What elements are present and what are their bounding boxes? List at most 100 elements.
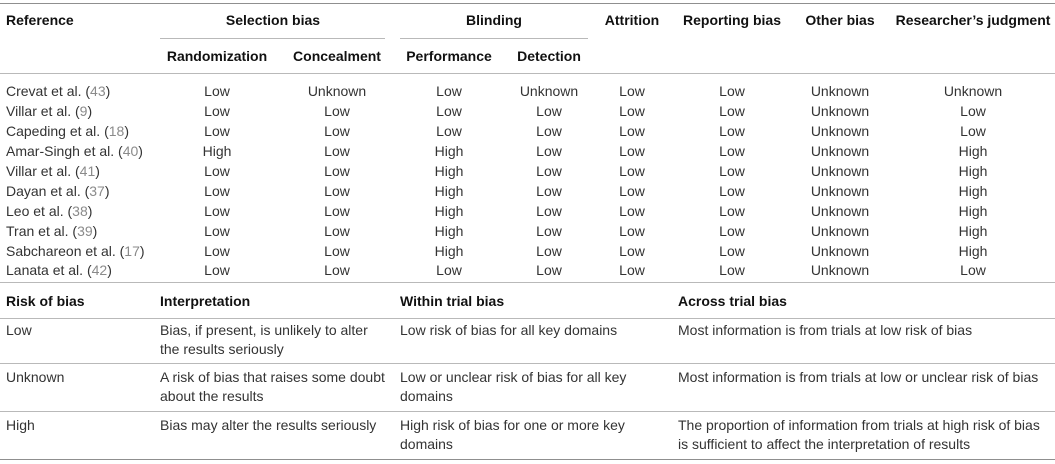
other-bias-value: Unknown <box>810 103 870 119</box>
other-bias-value: Unknown <box>810 83 870 99</box>
reference-number-link[interactable]: 42 <box>91 262 108 278</box>
reporting-bias-value: Low <box>719 223 745 239</box>
legend-risk: Unknown <box>6 369 65 385</box>
legend-interpretation: A risk of bias that raises some doubt ab… <box>160 369 385 404</box>
randomization-value: Low <box>204 83 230 99</box>
other-bias-value: Unknown <box>810 163 870 179</box>
randomization-value: Low <box>204 103 230 119</box>
reference-cell: Capeding et al. (18) <box>6 123 129 139</box>
reference-close: ) <box>139 243 145 259</box>
detection-value: Low <box>536 243 562 259</box>
header-blinding: Blinding <box>466 12 522 28</box>
legend-risk: Low <box>6 322 32 338</box>
header-selection-bias: Selection bias <box>225 12 321 28</box>
performance-value: High <box>434 163 464 179</box>
subheader-randomization: Randomization <box>166 48 268 64</box>
header-other-bias: Other bias <box>805 12 875 28</box>
reporting-bias-value: Low <box>719 103 745 119</box>
randomization-value: Low <box>204 243 230 259</box>
reference-close: ) <box>87 103 93 119</box>
reference-close: ) <box>105 83 111 99</box>
legend-row2-rule <box>0 411 1055 412</box>
reference-close: ) <box>107 262 112 278</box>
reporting-bias-value: Low <box>719 243 745 259</box>
attrition-value: Low <box>619 203 645 219</box>
detection-value: Low <box>536 143 562 159</box>
reference-cell: Villar et al. (41) <box>6 163 100 179</box>
concealment-value: Low <box>324 123 350 139</box>
other-bias-value: Unknown <box>810 203 870 219</box>
detection-value: Low <box>536 103 562 119</box>
table-top-rule <box>0 3 1055 4</box>
reporting-bias-value: Low <box>719 83 745 99</box>
reference-cell: Sabchareon et al. (17) <box>6 243 145 259</box>
reference-number-link[interactable]: 18 <box>108 123 125 139</box>
reference-number-link[interactable]: 9 <box>79 103 88 119</box>
reference-cell: Lanata et al. (42) <box>6 262 112 278</box>
attrition-value: Low <box>619 123 645 139</box>
reference-number-link[interactable]: 41 <box>79 163 96 179</box>
reference-number-link[interactable]: 39 <box>77 223 93 239</box>
concealment-value: Low <box>324 262 350 278</box>
legend-header-interpretation: Interpretation <box>160 293 251 309</box>
detection-value: Low <box>536 223 562 239</box>
reference-number-link[interactable]: 40 <box>122 143 139 159</box>
randomization-value: Low <box>204 163 230 179</box>
legend-header-risk: Risk of bias <box>6 293 85 309</box>
reporting-bias-value: Low <box>719 143 745 159</box>
reference-cell: Leo et al. (38) <box>6 203 92 219</box>
reporting-bias-value: Low <box>719 163 745 179</box>
other-bias-value: Unknown <box>810 243 870 259</box>
attrition-value: Low <box>619 83 645 99</box>
reference-number-link[interactable]: 43 <box>90 83 106 99</box>
reference-close: ) <box>104 183 110 199</box>
reference-close: ) <box>92 223 98 239</box>
reference-name: Capeding et al. ( <box>6 123 109 139</box>
performance-value: High <box>434 203 464 219</box>
concealment-value: Low <box>324 183 350 199</box>
judgment-value: High <box>958 243 988 259</box>
legend-across: Most information is from trials at low r… <box>678 322 973 338</box>
performance-value: High <box>434 223 464 239</box>
subheader-performance: Performance <box>406 48 492 64</box>
performance-value: Low <box>436 83 462 99</box>
reference-name: Sabchareon et al. ( <box>6 243 125 259</box>
judgment-value: High <box>958 143 988 159</box>
concealment-value: Low <box>324 163 350 179</box>
other-bias-value: Unknown <box>810 262 870 278</box>
legend-risk: High <box>6 417 35 433</box>
reference-number-link[interactable]: 17 <box>124 243 140 259</box>
reference-name: Lanata et al. ( <box>6 262 92 278</box>
blinding-group-rule <box>400 38 588 39</box>
attrition-value: Low <box>619 163 645 179</box>
judgment-value: Unknown <box>943 83 1003 99</box>
attrition-value: Low <box>619 262 645 278</box>
judgment-value: High <box>958 183 988 199</box>
legend-header-within: Within trial bias <box>400 293 505 309</box>
header-researchers-judgment: Researcher’s judgment <box>895 12 1051 28</box>
reference-number-link[interactable]: 37 <box>89 183 105 199</box>
randomization-value: Low <box>204 262 230 278</box>
table-bottom-rule <box>0 459 1055 460</box>
reference-cell: Amar-Singh et al. (40) <box>6 143 143 159</box>
reference-cell: Tran et al. (39) <box>6 223 97 239</box>
detection-value: Unknown <box>519 83 579 99</box>
detection-value: Low <box>536 123 562 139</box>
concealment-value: Low <box>324 223 350 239</box>
detection-value: Low <box>536 262 562 278</box>
performance-value: Low <box>436 262 462 278</box>
legend-across: The proportion of information from trial… <box>678 417 1040 452</box>
reporting-bias-value: Low <box>719 262 745 278</box>
header-attrition: Attrition <box>604 12 660 28</box>
attrition-value: Low <box>619 223 645 239</box>
attrition-value: Low <box>619 243 645 259</box>
detection-value: Low <box>536 203 562 219</box>
detection-value: Low <box>536 163 562 179</box>
reference-name: Leo et al. ( <box>6 203 73 219</box>
concealment-value: Low <box>324 203 350 219</box>
legend-row1-rule <box>0 363 1055 364</box>
reference-number-link[interactable]: 38 <box>72 203 88 219</box>
judgment-value: High <box>958 203 988 219</box>
attrition-value: Low <box>619 143 645 159</box>
reporting-bias-value: Low <box>719 183 745 199</box>
